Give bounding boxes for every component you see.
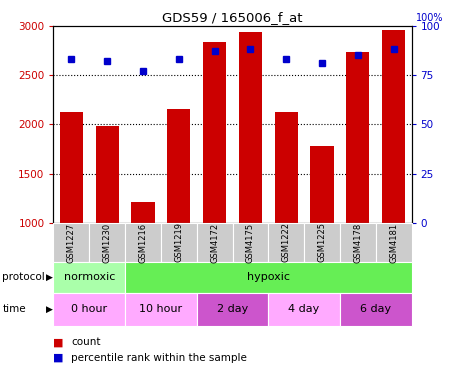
Bar xyxy=(60,112,83,223)
Text: 0 hour: 0 hour xyxy=(71,304,107,314)
Text: 2 day: 2 day xyxy=(217,304,248,314)
Text: ■: ■ xyxy=(53,353,64,363)
Text: 100%: 100% xyxy=(416,13,443,23)
Bar xyxy=(310,146,334,223)
Text: GDS59 / 165006_f_at: GDS59 / 165006_f_at xyxy=(162,11,303,24)
Text: 6 day: 6 day xyxy=(360,304,391,314)
Text: 10 hour: 10 hour xyxy=(140,304,182,314)
Text: time: time xyxy=(2,304,26,314)
Text: GSM1227: GSM1227 xyxy=(67,223,76,262)
Bar xyxy=(203,42,226,223)
Text: GSM4181: GSM4181 xyxy=(389,223,398,262)
Text: normoxic: normoxic xyxy=(64,272,115,282)
Bar xyxy=(95,126,119,223)
Text: GSM4175: GSM4175 xyxy=(246,223,255,262)
Text: count: count xyxy=(71,337,100,347)
Text: GSM4178: GSM4178 xyxy=(353,223,362,262)
Text: GSM1219: GSM1219 xyxy=(174,223,183,262)
Bar xyxy=(274,112,298,223)
Bar xyxy=(131,202,155,223)
Text: ▶: ▶ xyxy=(46,273,53,282)
Text: hypoxic: hypoxic xyxy=(247,272,290,282)
Text: ■: ■ xyxy=(53,337,64,347)
Text: ▶: ▶ xyxy=(46,305,53,314)
Bar xyxy=(382,30,405,223)
Text: GSM1216: GSM1216 xyxy=(139,223,147,262)
Text: GSM1222: GSM1222 xyxy=(282,223,291,262)
Text: percentile rank within the sample: percentile rank within the sample xyxy=(71,353,247,363)
Text: GSM1230: GSM1230 xyxy=(103,223,112,262)
Text: protocol: protocol xyxy=(2,272,45,282)
Bar xyxy=(239,31,262,223)
Bar xyxy=(167,109,191,223)
Bar xyxy=(346,52,370,223)
Text: GSM1225: GSM1225 xyxy=(318,223,326,262)
Text: 4 day: 4 day xyxy=(288,304,320,314)
Text: GSM4172: GSM4172 xyxy=(210,223,219,262)
